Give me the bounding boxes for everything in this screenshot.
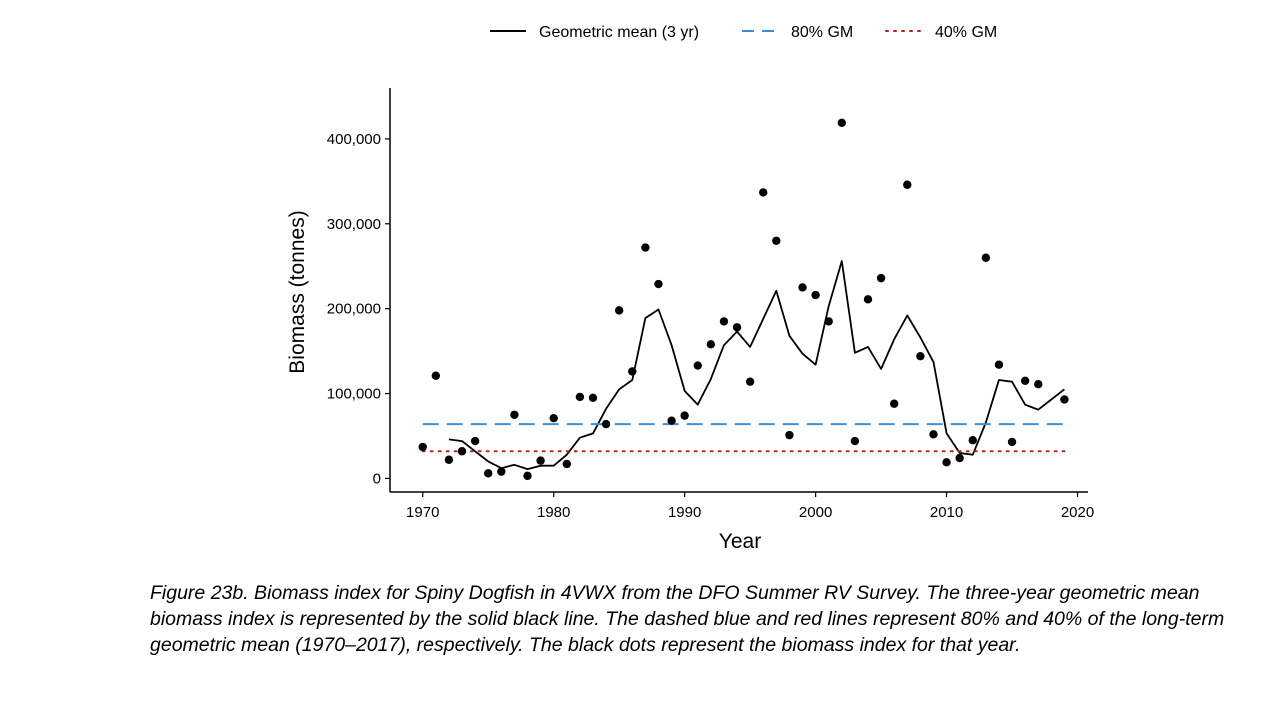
y-tick-label: 300,000: [327, 216, 381, 233]
data-point: [876, 273, 886, 283]
y-axis-title: Biomass (tonnes): [286, 210, 309, 373]
data-point: [732, 323, 742, 332]
data-point: [641, 243, 650, 252]
data-point: [968, 436, 977, 445]
data-point: [772, 236, 781, 245]
data-point: [719, 317, 729, 326]
legend: Geometric mean (3 yr) 80% GM 40% GM: [490, 24, 997, 41]
x-tick-label: 1970: [406, 504, 439, 521]
data-point: [706, 340, 716, 349]
data-point: [994, 360, 1004, 369]
data-point: [1034, 380, 1043, 389]
data-point: [916, 352, 925, 361]
x-tick-label: 2000: [799, 504, 832, 521]
data-point: [562, 459, 571, 469]
data-point: [523, 471, 532, 481]
data-point: [785, 430, 794, 440]
x-axis-title: Year: [719, 530, 761, 553]
biomass-chart: Geometric mean (3 yr) 80% GM 40% GM 0 100,0…: [286, 24, 1094, 553]
x-tick-label: 2010: [930, 504, 963, 521]
data-point: [680, 411, 689, 420]
data-point: [457, 447, 467, 456]
x-tick-label: 1980: [537, 504, 570, 521]
data-point: [510, 410, 519, 419]
data-point: [811, 290, 820, 300]
data-point: [942, 458, 951, 467]
data-point: [955, 453, 964, 463]
legend-label: 80% GM: [791, 24, 853, 41]
data-point: [497, 467, 506, 476]
data-point: [889, 399, 899, 408]
data-point: [824, 317, 833, 326]
data-point: [431, 371, 441, 380]
x-tick-label: 1990: [668, 504, 701, 521]
data-point: [601, 419, 611, 429]
y-tick-label: 400,000: [327, 131, 381, 148]
figure-caption: Figure 23b. Biomass index for Spiny Dogf…: [150, 582, 1225, 656]
data-point: [614, 306, 624, 315]
data-point: [575, 392, 585, 402]
data-point: [1060, 395, 1069, 404]
x-tick-label: 2020: [1061, 504, 1094, 521]
series-line-geometric-mean: [448, 260, 1065, 471]
data-point: [903, 180, 912, 189]
data-point: [850, 436, 860, 446]
data-point: [654, 279, 663, 289]
data-point: [837, 118, 847, 127]
data-point: [981, 253, 991, 262]
data-point: [929, 430, 938, 439]
data-point: [745, 377, 755, 386]
legend-label: 40% GM: [935, 24, 997, 41]
data-point: [549, 413, 558, 423]
data-point: [484, 469, 493, 478]
data-point: [759, 188, 768, 197]
data-point: [693, 361, 702, 370]
y-tick-label: 0: [373, 470, 381, 487]
y-tick-label: 200,000: [327, 301, 381, 318]
y-tick-label: 100,000: [327, 386, 381, 403]
legend-label: Geometric mean (3 yr): [539, 24, 699, 41]
data-point: [588, 393, 598, 402]
data-point: [470, 436, 480, 446]
data-point: [1007, 437, 1017, 447]
plot-area: 0 100,000 200,000 300,000 400,000 1970 1980 199…: [327, 88, 1094, 521]
data-point: [863, 295, 873, 304]
data-point: [798, 283, 807, 292]
data-point: [536, 456, 545, 465]
data-point: [418, 442, 427, 452]
data-point: [1020, 376, 1030, 386]
data-point: [628, 367, 637, 376]
data-point: [667, 416, 676, 425]
data-point: [444, 455, 454, 464]
